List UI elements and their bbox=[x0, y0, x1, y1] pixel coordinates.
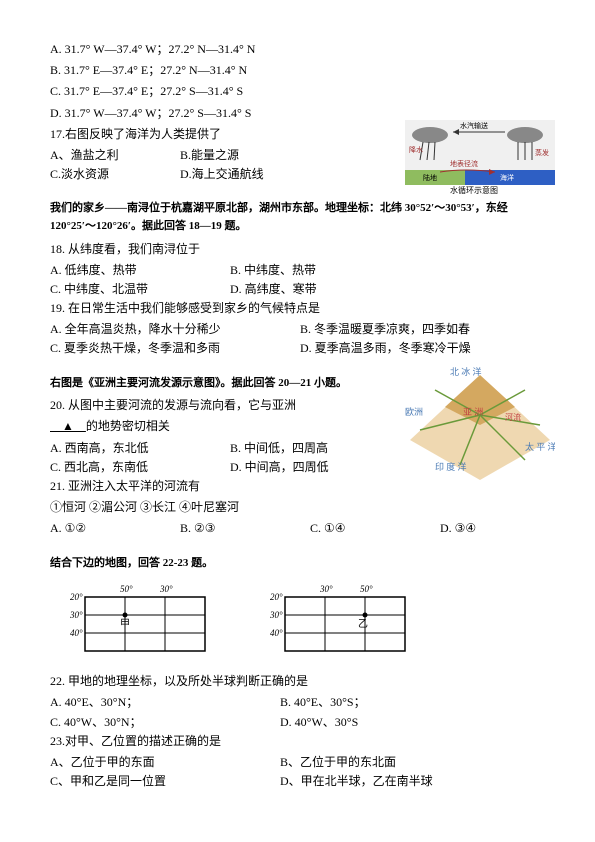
q20-a: A. 西南高，东北低 bbox=[50, 439, 200, 458]
gr-s1: 20° bbox=[270, 592, 283, 602]
q18-stem: 18. 从纬度看，我们南浔位于 bbox=[50, 240, 545, 259]
q19-stem: 19. 在日常生活中我们能够感受到家乡的气候特点是 bbox=[50, 299, 545, 318]
label-sea: 海洋 bbox=[500, 173, 514, 182]
label-transport: 水汽输送 bbox=[460, 121, 488, 130]
gl-s2: 30° bbox=[70, 610, 83, 620]
q19-row2: C. 夏季炎热干燥，冬季温和多雨 D. 夏季高温多雨，冬季寒冷干燥 bbox=[50, 339, 545, 358]
gr-top1: 30° bbox=[319, 584, 333, 594]
q19-d: D. 夏季高温多雨，冬季寒冷干燥 bbox=[300, 339, 471, 358]
gl-top1: 50° bbox=[120, 584, 133, 594]
q21-opts: A. ①② B. ②③ C. ①④ D. ③④ bbox=[50, 519, 545, 538]
label-center: 亚 洲 bbox=[463, 407, 483, 417]
q21-b: B. ②③ bbox=[180, 519, 280, 538]
label-rivers: 河流 bbox=[505, 412, 521, 422]
intro-2021: 右图是《亚洲主要河流发源示意图》。据此回答 20—21 小题。 bbox=[50, 375, 370, 393]
q20-b: B. 中间低，四周高 bbox=[230, 439, 330, 458]
q23-c: C、甲和乙是同一位置 bbox=[50, 772, 250, 791]
opt-a: A. 31.7° W—37.4° W；27.2° N—31.4° N bbox=[50, 40, 545, 59]
gr-top2: 50° bbox=[360, 584, 373, 594]
grid-map-left: 50° 30° 20° 30° 40° 甲 bbox=[70, 582, 220, 662]
grid-map-right: 30° 50° 20° 30° 40° 乙 bbox=[270, 582, 420, 662]
gr-s2: 30° bbox=[270, 610, 283, 620]
label-title: 水循环示意图 bbox=[450, 185, 498, 195]
q18-b: B. 中纬度、热带 bbox=[230, 261, 330, 280]
gl-s1: 20° bbox=[70, 592, 83, 602]
q19-c: C. 夏季炎热干燥，冬季温和多雨 bbox=[50, 339, 270, 358]
asia-map-diagram: 北 冰 洋 欧洲 亚 洲 河流 印 度 洋 太 平 洋 bbox=[405, 365, 555, 485]
gl-s3: 40° bbox=[70, 628, 83, 638]
gl-point: 甲 bbox=[120, 619, 130, 630]
q22-row1: A. 40°E、30°N； B. 40°E、30°S； bbox=[50, 693, 545, 712]
q18-a: A. 低纬度、热带 bbox=[50, 261, 200, 280]
opt-b: B. 31.7° E—37.4° E；27.2° N—31.4° N bbox=[50, 61, 545, 80]
q19-a: A. 全年高温炎热，降水十分稀少 bbox=[50, 320, 270, 339]
q22-d: D. 40°W、30°S bbox=[280, 713, 380, 732]
q20-d: D. 中间高，四周低 bbox=[230, 458, 330, 477]
q23-row2: C、甲和乙是同一位置 D、甲在北半球，乙在南半球 bbox=[50, 772, 545, 791]
gl-top2: 30° bbox=[159, 584, 173, 594]
label-surface: 地表径流 bbox=[450, 159, 478, 168]
water-cycle-diagram: 降水 水汽输送 地表径流 蒸发 陆地 海洋 水循环示意图 bbox=[405, 120, 555, 195]
q23-a: A、乙位于甲的东面 bbox=[50, 753, 250, 772]
intro-1819: 我们的家乡——南浔位于杭嘉湖平原北部，湖州市东部。地理坐标：北纬 30°52′～… bbox=[50, 200, 545, 235]
label-indian: 印 度 洋 bbox=[435, 461, 467, 472]
label-pacific: 太 平 洋 bbox=[525, 441, 555, 452]
q21-d: D. ③④ bbox=[440, 519, 540, 538]
q21-c: C. ①④ bbox=[310, 519, 410, 538]
q21-items: ①恒河 ②湄公河 ③长江 ④叶尼塞河 bbox=[50, 498, 545, 517]
q23-row1: A、乙位于甲的东面 B、乙位于甲的东北面 bbox=[50, 753, 545, 772]
q20-c: C. 西北高，东南低 bbox=[50, 458, 200, 477]
opt-c: C. 31.7° E—37.4° E；27.2° S—31.4° S bbox=[50, 82, 545, 101]
q17-a: A、渔盐之利 bbox=[50, 146, 150, 165]
q17-c: C.淡水资源 bbox=[50, 165, 150, 184]
q18-d: D. 高纬度、寒带 bbox=[230, 280, 330, 299]
grid-maps: 50° 30° 20° 30° 40° 甲 30° 50° 20° 30° 40… bbox=[70, 582, 545, 662]
q19-b: B. 冬季温暖夏季凉爽，四季如春 bbox=[300, 320, 470, 339]
q17-b: B.能量之源 bbox=[180, 146, 280, 165]
q19-row1: A. 全年高温炎热，降水十分稀少 B. 冬季温暖夏季凉爽，四季如春 bbox=[50, 320, 545, 339]
q17-d: D.海上交通航线 bbox=[180, 165, 280, 184]
q22-b: B. 40°E、30°S； bbox=[280, 693, 380, 712]
q22-c: C. 40°W、30°N； bbox=[50, 713, 250, 732]
label-rain: 降水 bbox=[409, 145, 423, 154]
gr-point: 乙 bbox=[358, 618, 368, 630]
q22-row2: C. 40°W、30°N； D. 40°W、30°S bbox=[50, 713, 545, 732]
q22-a: A. 40°E、30°N； bbox=[50, 693, 250, 712]
q21-a: A. ①② bbox=[50, 519, 150, 538]
q18-row1: A. 低纬度、热带 B. 中纬度、热带 bbox=[50, 261, 545, 280]
q17-block: 17.右图反映了海洋为人类提供了 A、渔盐之利 B.能量之源 C.淡水资源 D.… bbox=[50, 125, 545, 185]
label-north: 北 冰 洋 bbox=[450, 366, 482, 377]
label-land: 陆地 bbox=[423, 173, 437, 182]
label-evap: 蒸发 bbox=[535, 148, 549, 157]
q23-stem: 23.对甲、乙位置的描述正确的是 bbox=[50, 732, 545, 751]
label-europe: 欧洲 bbox=[405, 406, 423, 417]
intro-2223: 结合下边的地图，回答 22-23 题。 bbox=[50, 555, 545, 573]
gr-s3: 40° bbox=[270, 628, 283, 638]
q18-row2: C. 中纬度、北温带 D. 高纬度、寒带 bbox=[50, 280, 545, 299]
q22-stem: 22. 甲地的地理坐标，以及所处半球判断正确的是 bbox=[50, 672, 545, 691]
q23-d: D、甲在北半球，乙在南半球 bbox=[280, 772, 433, 791]
q18-c: C. 中纬度、北温带 bbox=[50, 280, 200, 299]
q23-b: B、乙位于甲的东北面 bbox=[280, 753, 396, 772]
